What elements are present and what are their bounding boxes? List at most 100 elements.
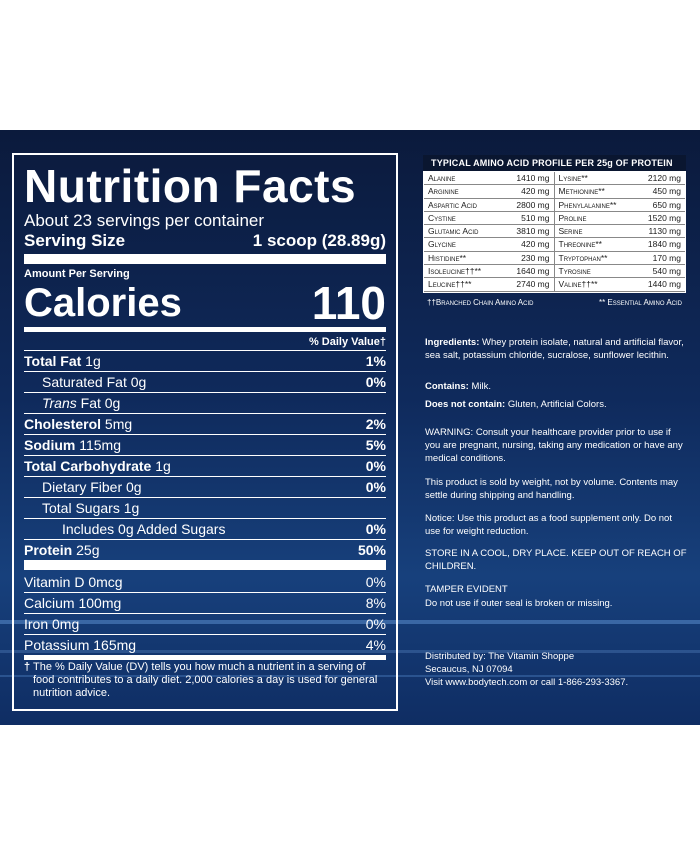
amino-acid-cell: Proline 1520 mg: [554, 212, 685, 226]
vitamin-dv: 0%: [365, 616, 386, 632]
light-streak: [0, 620, 700, 624]
amino-acid-name: Alanine: [428, 173, 456, 183]
nutrient-name: Sodium: [24, 437, 76, 453]
amino-acid-cell: Phenylalanine** 650 mg: [554, 199, 685, 212]
contains-text: Milk.: [468, 381, 491, 392]
divider-thick: [24, 560, 386, 570]
amino-acid-name: Valine††**: [558, 279, 598, 290]
nutrient-name: Includes 0g Added Sugars: [62, 521, 226, 537]
amino-acid-name: Methionine**: [558, 186, 605, 197]
amino-acid-amount: 230 mg: [521, 252, 550, 263]
distributor-line-2: Secaucus, NJ 07094: [425, 664, 513, 675]
vitamin-row-vitamin-d: Vitamin D 0mcg 0%: [24, 572, 386, 592]
sold-by-weight-text: This product is sold by weight, not by v…: [425, 477, 678, 501]
vitamin-row-potassium: Potassium 165mg 4%: [24, 634, 386, 655]
legend-essential: ** Essential Amino Acid: [598, 297, 682, 307]
tamper-evident-text: Do not use if outer seal is broken or mi…: [425, 598, 613, 609]
vitamin-dv: 8%: [365, 595, 386, 611]
serving-size-label: Serving Size: [24, 231, 126, 250]
calories-value: 110: [311, 277, 386, 329]
nutrient-row-sodium: Sodium 115mg 5%: [24, 434, 386, 455]
amino-acid-cell: Alanine 1410 mg: [424, 172, 555, 186]
amino-acid-amount: 3810 mg: [516, 226, 550, 237]
vitamin-dv: 4%: [365, 637, 386, 653]
amino-profile-title: TYPICAL AMINO ACID PROFILE PER 25g OF PR…: [423, 155, 686, 171]
footnote-mark: †: [24, 661, 31, 673]
tamper-evident-title: TAMPER EVIDENT: [425, 584, 508, 595]
nutrient-amount: 1g: [151, 458, 171, 474]
amino-acid-amount: 2120 mg: [647, 173, 681, 183]
ingredients-label: Ingredients:: [425, 337, 480, 348]
nutrient-row-total-fat: Total Fat 1g 1%: [24, 350, 386, 371]
divider-thick: [24, 254, 386, 264]
light-streak: [0, 650, 700, 653]
vitamin-row-calcium: Calcium 100mg 8%: [24, 592, 386, 613]
legend-branched-chain: ††Branched Chain Amino Acid: [427, 297, 534, 307]
amino-acid-name: Glycine: [428, 239, 456, 250]
notice-text: Notice: Use this product as a food suppl…: [425, 513, 672, 537]
does-not-contain-block: Does not contain: Gluten, Artificial Col…: [425, 398, 687, 411]
daily-value-footnote: † The % Daily Value (DV) tells you how m…: [24, 661, 386, 700]
amino-acid-cell: Tryptophan** 170 mg: [554, 252, 685, 266]
nutrient-dv: 50%: [357, 542, 386, 558]
footnote-text: The % Daily Value (DV) tells you how muc…: [33, 661, 378, 699]
amino-acid-amount: 2800 mg: [516, 199, 550, 210]
vitamin-dv: 0%: [365, 574, 386, 590]
divider-medium: [24, 655, 386, 660]
nutrient-dv: 0%: [365, 374, 386, 390]
amino-acid-cell: Valine††** 1440 mg: [554, 278, 685, 292]
amino-acid-cell: Glycine 420 mg: [424, 238, 555, 252]
servings-per-container: About 23 servings per container: [24, 211, 265, 230]
nutrient-amount: 25g: [72, 542, 100, 558]
amino-acid-name: Cystine: [428, 212, 456, 223]
does-not-contain-label: Does not contain:: [425, 399, 506, 410]
amino-legend: ††Branched Chain Amino Acid ** Essential…: [423, 296, 686, 310]
nutrient-dv: 5%: [365, 437, 386, 453]
amino-acid-cell: Isoleucine††** 1640 mg: [424, 265, 555, 279]
amino-acid-name: Lysine**: [558, 173, 588, 183]
nutrient-dv: 0%: [365, 458, 386, 474]
amino-acid-cell: Tyrosine 540 mg: [554, 265, 685, 279]
amino-acid-amount: 650 mg: [652, 199, 681, 210]
vitamin-name: Vitamin D 0mcg: [24, 574, 123, 590]
nutrition-facts-panel: Nutrition Facts About 23 servings per co…: [12, 153, 398, 711]
nutrient-name: Protein: [24, 542, 73, 558]
amino-acid-name: Serine: [558, 226, 583, 237]
amino-acid-cell: Lysine** 2120 mg: [554, 172, 685, 186]
amino-acid-amount: 1440 mg: [647, 279, 681, 290]
distributor-line-1: Distributed by: The Vitamin Shoppe: [425, 651, 575, 662]
amino-acid-name: Tryptophan**: [558, 252, 608, 263]
amino-acid-cell: Glutamic Acid 3810 mg: [424, 225, 555, 239]
nutrition-facts-title: Nutrition Facts: [24, 160, 357, 212]
amino-acid-cell: Aspartic Acid 2800 mg: [424, 198, 555, 212]
amino-acid-amount: 420 mg: [521, 186, 550, 197]
amino-acid-amount: 1130 mg: [648, 226, 681, 237]
calories-row: Calories 110: [24, 277, 386, 329]
amino-acid-cell: Serine 1130 mg: [554, 225, 685, 239]
nutrient-row-total-sugars: Total Sugars 1g: [24, 497, 386, 518]
amino-acid-name: Tyrosine: [558, 266, 591, 277]
nutrient-name: Total Sugars 1g: [42, 500, 140, 516]
nutrient-dv: 0%: [365, 479, 386, 495]
amino-acid-amount: 1520 mg: [647, 212, 681, 223]
amino-acid-cell: Arginine 420 mg: [424, 185, 555, 199]
vitamin-name: Iron 0mg: [24, 616, 80, 632]
nutrient-name: Total Fat: [24, 353, 82, 369]
amino-acid-name: Isoleucine††**: [428, 266, 482, 277]
nutrient-row-dietary-fiber: Dietary Fiber 0g 0%: [24, 476, 386, 497]
amount-per-serving: Amount Per Serving: [24, 268, 130, 280]
nutrient-amount: Fat 0g: [76, 395, 121, 411]
amino-acid-amount: 2740 mg: [516, 279, 550, 290]
amino-acid-name: Aspartic Acid: [428, 199, 478, 210]
nutrient-dv: 2%: [365, 416, 386, 432]
distributor-line-3: Visit www.bodytech.com or call 1-866-293…: [425, 677, 629, 688]
amino-acid-profile: TYPICAL AMINO ACID PROFILE PER 25g OF PR…: [423, 155, 686, 310]
amino-acid-cell: Threonine** 1840 mg: [554, 238, 685, 252]
amino-acid-table: Alanine 1410 mg Lysine** 2120 mg Arginine 420…: [423, 171, 686, 293]
nutrient-name: Dietary Fiber 0g: [42, 479, 142, 495]
contains-block: Contains: Milk.: [425, 380, 687, 393]
amino-acid-name: Threonine**: [558, 239, 602, 250]
nutrient-row-protein: Protein 25g 50%: [24, 539, 386, 560]
vitamin-name: Calcium 100mg: [24, 595, 122, 611]
amino-acid-cell: Methionine** 450 mg: [554, 185, 685, 199]
